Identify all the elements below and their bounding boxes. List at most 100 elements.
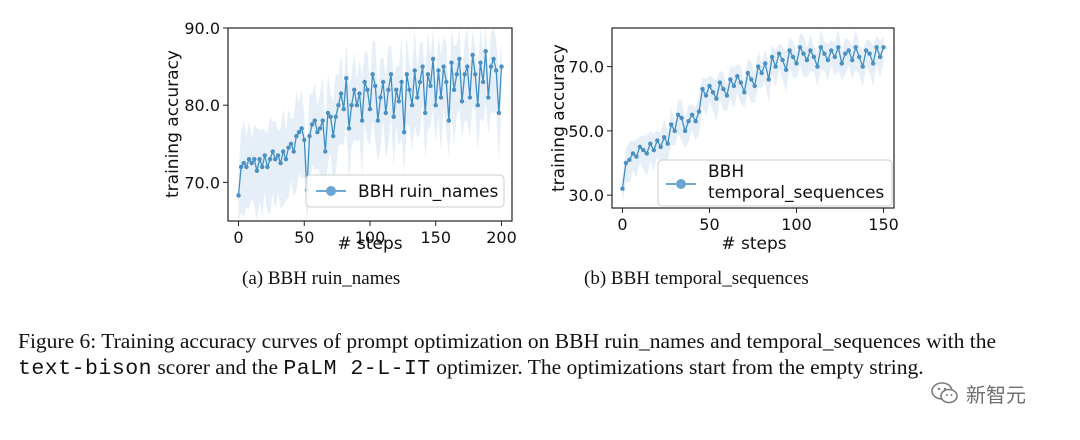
data-point [752, 83, 757, 89]
data-point [689, 112, 695, 118]
data-point [682, 128, 688, 134]
data-point [822, 51, 827, 56]
marker-group-b [620, 45, 886, 191]
y-tick-label: 50.0 [568, 122, 604, 141]
data-point [367, 106, 373, 112]
subcaption-a: (a) BBH ruin_names [242, 268, 401, 289]
data-point [294, 133, 299, 139]
data-point [254, 168, 260, 173]
data-point [338, 91, 344, 96]
data-point [438, 95, 444, 100]
data-point [787, 48, 792, 53]
data-point [462, 72, 467, 77]
data-point [648, 141, 653, 146]
data-point [238, 164, 244, 170]
data-point [320, 118, 325, 123]
data-point [644, 151, 649, 156]
data-point [317, 126, 323, 131]
data-point [249, 160, 254, 166]
data-point [756, 64, 761, 69]
variability-band [622, 29, 884, 204]
data-point [299, 126, 304, 131]
data-point [246, 157, 252, 162]
data-point [391, 114, 396, 120]
legend-box-b [657, 159, 893, 207]
data-point [417, 79, 423, 85]
data-point [620, 186, 625, 191]
data-point [731, 83, 737, 89]
data-point [623, 160, 629, 166]
ticks-a: 0 50 100 150 200 70.0 80.0 90.0 [184, 19, 516, 247]
data-point [278, 160, 283, 166]
data-point [766, 77, 771, 82]
data-point [273, 157, 278, 162]
data-point [244, 164, 249, 170]
data-point [331, 133, 336, 139]
caption-text-3: optimizer. The optimizations start from … [430, 355, 924, 379]
data-point [478, 60, 483, 65]
data-point [430, 56, 436, 62]
data-point [383, 110, 388, 116]
data-point [797, 45, 803, 50]
data-point [499, 64, 504, 69]
y-tick-label: 30.0 [568, 186, 604, 205]
data-point [714, 96, 719, 101]
data-point [780, 57, 785, 63]
data-point [362, 79, 367, 85]
data-point [357, 91, 362, 96]
legend-text-b-line2: temporal_sequences [708, 183, 884, 203]
data-point [874, 45, 879, 50]
data-point [857, 54, 862, 60]
x-tick-label: 0 [233, 228, 243, 247]
legend-box-a [305, 174, 505, 208]
data-point [480, 79, 486, 85]
data-point [409, 103, 415, 108]
x-tick-label: 50 [699, 215, 719, 234]
data-point [399, 79, 404, 85]
data-point [441, 64, 446, 69]
data-point [710, 90, 716, 95]
data-point [465, 64, 470, 69]
data-point [773, 64, 778, 69]
data-point [745, 70, 750, 76]
data-point [451, 87, 457, 93]
data-point [325, 110, 331, 116]
data-point [312, 118, 317, 123]
x-tick-label: 0 [617, 215, 627, 234]
data-point [728, 77, 733, 82]
data-point [655, 138, 660, 143]
y-tick-label: 90.0 [184, 19, 220, 38]
data-point [423, 110, 428, 116]
data-point [370, 72, 375, 77]
data-point [286, 145, 291, 150]
data-point [863, 48, 869, 53]
data-point [328, 114, 333, 120]
data-point [283, 157, 289, 162]
data-point [867, 51, 872, 56]
data-point [241, 160, 246, 166]
data-point [672, 128, 677, 134]
data-point [665, 141, 670, 146]
data-point [354, 103, 360, 108]
data-point [396, 99, 402, 104]
data-point [267, 157, 273, 162]
data-point [630, 151, 636, 156]
legend-marker-b [676, 179, 686, 189]
data-point [323, 149, 328, 154]
data-point [693, 119, 698, 124]
band-group-b [622, 29, 884, 204]
data-point [388, 72, 394, 77]
marker-group-a [236, 49, 504, 198]
data-point [669, 122, 674, 127]
series-line [621, 44, 885, 189]
data-point [790, 54, 796, 60]
ticks-b: 0 50 100 150 30.0 50.0 70.0 [568, 58, 898, 234]
data-point [433, 103, 438, 108]
data-point [627, 157, 632, 162]
data-point [881, 45, 886, 50]
data-point [265, 164, 270, 170]
data-point [662, 135, 667, 140]
data-point [420, 64, 425, 69]
data-point [721, 86, 726, 92]
data-point [651, 147, 656, 153]
